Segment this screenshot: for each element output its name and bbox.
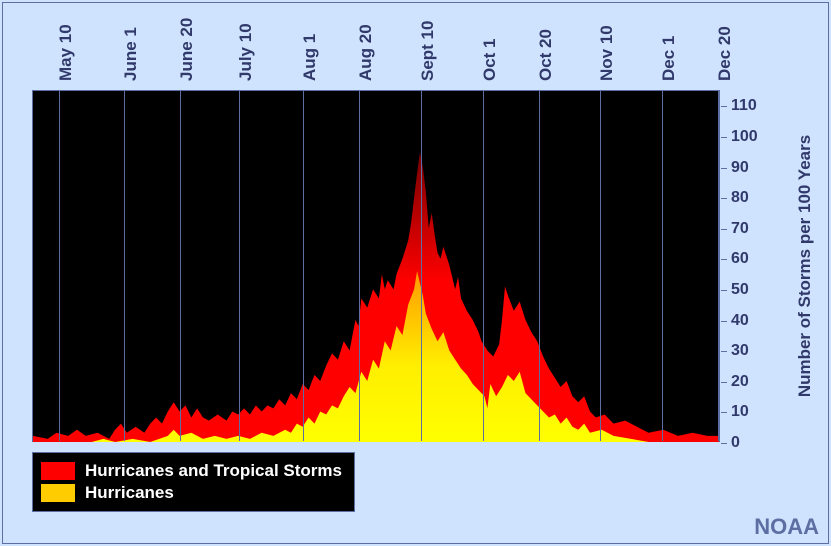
y-tick [721, 351, 727, 352]
x-gridline: Dec 20 [718, 91, 719, 441]
x-tick-label: Sept 10 [418, 21, 438, 81]
y-tick-label: 20 [731, 373, 749, 391]
y-tick-label: 60 [731, 250, 749, 268]
plot-area: May 10 June 1 June 20 July 10 Aug 1 Aug 20 Sep… [32, 90, 720, 442]
y-tick [721, 290, 727, 291]
x-tick-label: Oct 20 [536, 29, 556, 81]
y-tick [721, 106, 727, 107]
x-tick-label: Dec 20 [715, 26, 735, 81]
x-tick-label: May 10 [56, 24, 76, 81]
legend-swatch [41, 484, 75, 502]
legend-item: Hurricanes and Tropical Storms [41, 461, 342, 481]
x-gridline: Dec 1 [662, 91, 663, 441]
x-tick-label: June 1 [121, 27, 141, 81]
y-tick-label: 10 [731, 403, 749, 421]
x-gridline: Aug 20 [359, 91, 360, 441]
x-gridline: July 10 [239, 91, 240, 441]
y-tick-label: 90 [731, 159, 749, 177]
x-gridline: June 20 [180, 91, 181, 441]
legend: Hurricanes and Tropical StormsHurricanes [32, 452, 355, 512]
x-tick-label: July 10 [236, 23, 256, 81]
y-tick [721, 443, 727, 444]
x-gridline: Aug 1 [303, 91, 304, 441]
source-credit: NOAA [754, 514, 819, 540]
x-gridline: June 1 [124, 91, 125, 441]
x-gridline: Oct 1 [483, 91, 484, 441]
x-gridline: Nov 10 [600, 91, 601, 441]
y-tick [721, 168, 727, 169]
y-tick-label: 110 [731, 97, 757, 115]
y-tick [721, 259, 727, 260]
y-tick-label: 0 [731, 434, 740, 452]
legend-swatch [41, 462, 75, 480]
x-tick-label: Aug 1 [300, 34, 320, 81]
x-tick-label: June 20 [177, 18, 197, 81]
y-tick [721, 137, 727, 138]
x-gridline: Oct 20 [539, 91, 540, 441]
y-axis-label: Number of Storms per 100 Years [795, 135, 815, 397]
x-gridline: May 10 [59, 91, 60, 441]
x-tick-label: Nov 10 [597, 25, 617, 81]
y-tick [721, 382, 727, 383]
y-tick-label: 100 [731, 128, 758, 146]
x-tick-label: Aug 20 [356, 24, 376, 81]
x-gridline: Sept 10 [421, 91, 422, 441]
y-tick [721, 412, 727, 413]
legend-label: Hurricanes [85, 483, 174, 503]
y-tick-label: 50 [731, 281, 749, 299]
y-tick [721, 229, 727, 230]
y-tick-label: 80 [731, 189, 749, 207]
y-tick-label: 70 [731, 220, 749, 238]
y-tick [721, 198, 727, 199]
y-tick-label: 30 [731, 342, 749, 360]
x-tick-label: Oct 1 [480, 38, 500, 81]
x-tick-label: Dec 1 [659, 36, 679, 81]
y-tick-label: 40 [731, 312, 749, 330]
y-tick [721, 321, 727, 322]
legend-label: Hurricanes and Tropical Storms [85, 461, 342, 481]
legend-item: Hurricanes [41, 483, 342, 503]
